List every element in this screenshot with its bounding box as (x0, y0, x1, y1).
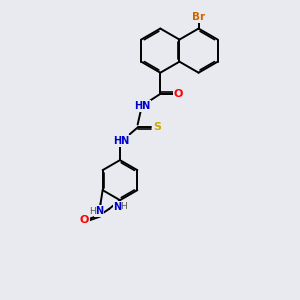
Text: O: O (80, 215, 89, 225)
Text: Br: Br (192, 12, 205, 22)
Text: HN: HN (134, 101, 150, 111)
Text: HN: HN (113, 136, 130, 146)
Text: N: N (113, 202, 122, 212)
Text: O: O (174, 89, 183, 99)
Text: H: H (121, 202, 127, 211)
Text: N: N (95, 206, 103, 216)
Text: S: S (153, 122, 161, 133)
Text: H: H (89, 207, 96, 216)
